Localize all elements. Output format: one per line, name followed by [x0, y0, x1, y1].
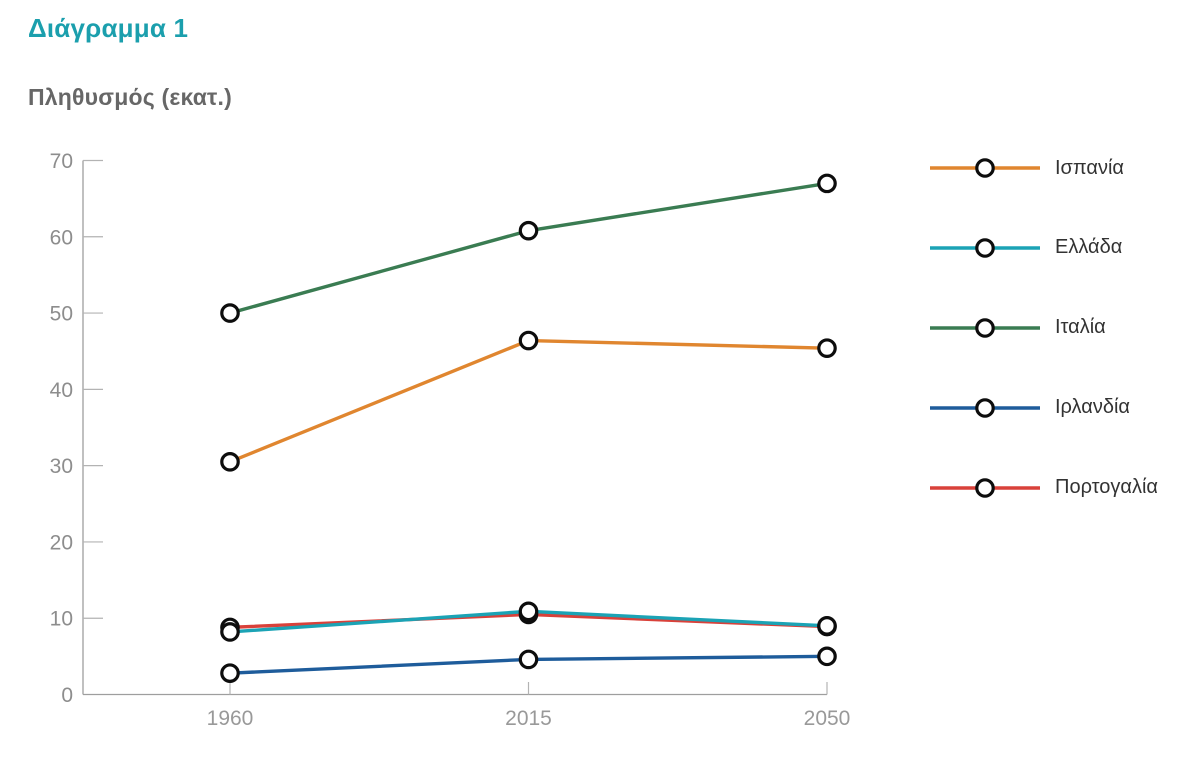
data-point-marker-Ελλάδα — [220, 622, 240, 642]
data-point-marker-Ιταλία — [220, 303, 240, 323]
legend-line-marker-icon — [930, 397, 1040, 418]
legend-item-label: Ιταλία — [1055, 316, 1106, 339]
chart-subtitle: Πληθυσμός (εκατ.) — [28, 84, 232, 110]
legend-marker-icon — [975, 397, 995, 418]
data-point-marker-Ιρλανδία — [817, 646, 837, 667]
data-point-marker-Ισπανία — [518, 330, 539, 351]
y-tick-label: 70 — [50, 150, 73, 173]
legend-marker-icon — [975, 238, 995, 258]
legend-item-label: Πορτογαλία — [1055, 476, 1158, 499]
y-tick-label: 50 — [50, 303, 73, 326]
legend-item-Ισπανία: Ισπανία — [928, 156, 1124, 180]
legend-item-label: Ελλάδα — [1055, 236, 1123, 259]
legend-item-Ελλάδα: Ελλάδα — [928, 236, 1122, 260]
data-point-marker-Ιταλία — [518, 220, 539, 241]
x-tick-label: 2015 — [505, 707, 552, 730]
series-line-Ιταλία — [229, 181, 828, 315]
chart-title: Διάγραμμα 1 — [28, 13, 189, 43]
data-point-marker-Ελλάδα — [817, 616, 837, 636]
legend-marker-icon — [975, 317, 995, 338]
legend-marker-icon — [975, 477, 995, 498]
legend-item-Πορτογαλία: Πορτογαλία — [928, 476, 1158, 500]
legend-item-Ιταλία: Ιταλία — [928, 316, 1106, 340]
data-point-marker-Ισπανία — [817, 338, 837, 358]
legend-marker-icon — [975, 158, 995, 178]
y-tick-label: 10 — [50, 608, 73, 631]
data-point-marker-Ιρλανδία — [518, 649, 539, 670]
data-point-marker-Ισπανία — [220, 452, 240, 472]
data-point-marker-Ιρλανδία — [220, 663, 240, 683]
series-line-Ισπανία — [229, 338, 828, 464]
legend-item-label: Ισπανία — [1055, 156, 1124, 179]
y-tick-label: 0 — [61, 684, 73, 707]
legend-line-marker-icon — [930, 158, 1040, 178]
legend-line-marker-icon — [930, 317, 1040, 338]
y-tick-label: 30 — [50, 455, 73, 478]
y-tick-label: 20 — [50, 531, 73, 554]
legend-item-Ιρλανδία: Ιρλανδία — [928, 396, 1130, 420]
data-point-marker-Ιταλία — [817, 173, 837, 194]
x-tick-label: 1960 — [207, 707, 254, 730]
legend-line-marker-icon — [930, 477, 1040, 498]
y-tick-label: 40 — [50, 379, 73, 402]
x-tick-label: 2050 — [804, 707, 851, 730]
data-point-marker-Ελλάδα — [518, 601, 539, 622]
legend-line-marker-icon — [930, 238, 1040, 258]
y-tick-label: 60 — [50, 226, 73, 249]
legend-item-label: Ιρλανδία — [1055, 396, 1130, 419]
